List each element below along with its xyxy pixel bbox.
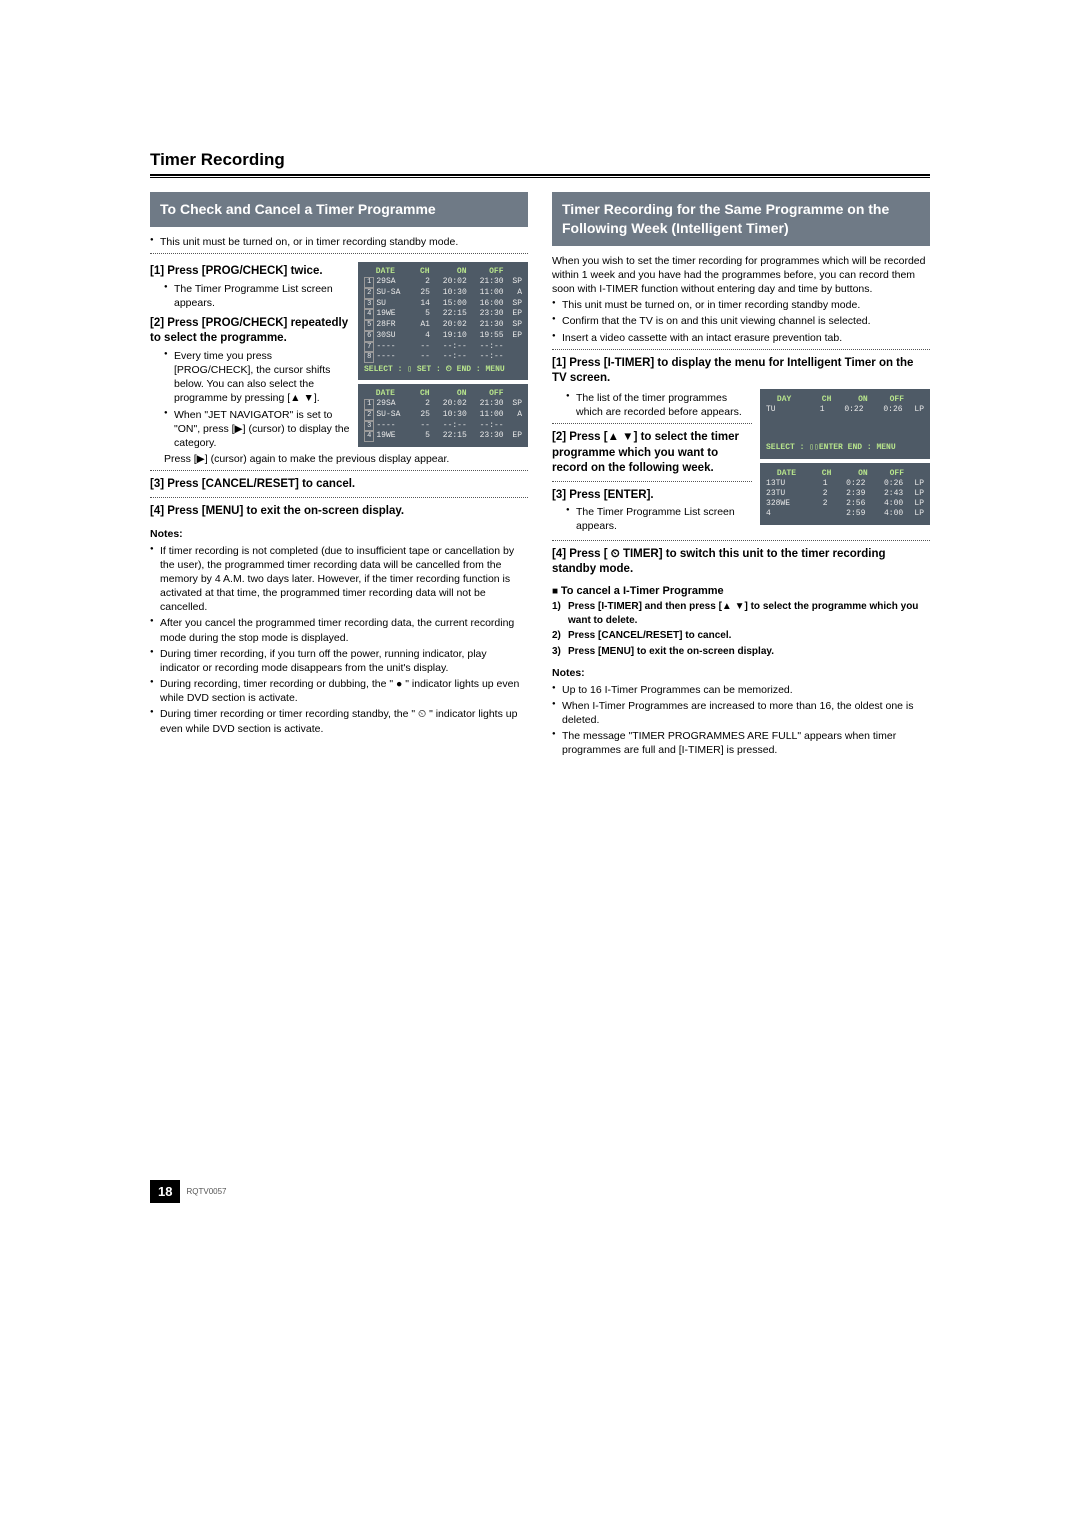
bullet-item: Insert a video cassette with an intact e… <box>552 331 930 345</box>
step-2-note: When "JET NAVIGATOR" is set to "ON", pre… <box>164 408 350 451</box>
step-3-note: The Timer Programme List screen appears. <box>566 505 752 533</box>
cancel-step: 1)Press [I-TIMER] and then press [▲ ▼] t… <box>552 600 930 627</box>
step-3: [3] Press [CANCEL/RESET] to cancel. <box>150 477 528 493</box>
note-item: When I-Timer Programmes are increased to… <box>552 699 930 727</box>
divider <box>150 253 528 254</box>
note-item: If timer recording is not completed (due… <box>150 544 528 615</box>
note-item: During recording, timer recording or dub… <box>150 677 528 705</box>
divider <box>552 481 752 482</box>
page-footer: 18 RQTV0057 <box>150 1180 930 1203</box>
step-2: [2] Press [PROG/CHECK] repeatedly to sel… <box>150 316 350 347</box>
notes-heading: Notes: <box>150 527 528 541</box>
step-4: [4] Press [MENU] to exit the on-screen d… <box>150 504 528 520</box>
page-number: 18 <box>150 1180 180 1203</box>
divider <box>150 174 930 178</box>
doc-code: RQTV0057 <box>186 1187 226 1196</box>
step-4: [4] Press [ ⏲ TIMER] to switch this unit… <box>552 547 930 578</box>
cancel-step: 2)Press [CANCEL/RESET] to cancel. <box>552 629 930 643</box>
osd-screen-top: DAYCHONOFF TU10:220:26LPSELECT : ▯▯ENTER… <box>760 389 930 459</box>
intro-text: When you wish to set the timer recording… <box>552 254 930 297</box>
step-1: [1] Press [PROG/CHECK] twice. <box>150 264 350 280</box>
note-item: After you cancel the programmed timer re… <box>150 616 528 644</box>
cancel-heading: To cancel a I-Timer Programme <box>552 584 930 599</box>
divider <box>150 470 528 471</box>
bullet-item: This unit must be turned on, or in timer… <box>552 298 930 312</box>
notes-list: If timer recording is not completed (due… <box>150 544 528 736</box>
osd-screen-2: DATECHONOFF129SA220:0221:30SP2SU-SA2510:… <box>358 384 528 447</box>
divider <box>552 540 930 541</box>
notes-list: Up to 16 I-Timer Programmes can be memor… <box>552 683 930 758</box>
note-item: Up to 16 I-Timer Programmes can be memor… <box>552 683 930 697</box>
bullet-item: Confirm that the TV is on and this unit … <box>552 314 930 328</box>
step-3: [3] Press [ENTER]. <box>552 488 752 504</box>
intro-bullets: This unit must be turned on, or in timer… <box>552 298 930 345</box>
note-item: During timer recording, if you turn off … <box>150 647 528 675</box>
left-column: To Check and Cancel a Timer Programme Th… <box>150 192 528 760</box>
note-item: During timer recording or timer recordin… <box>150 707 528 735</box>
cancel-step: 3)Press [MENU] to exit the on-screen dis… <box>552 645 930 659</box>
cancel-steps: 1)Press [I-TIMER] and then press [▲ ▼] t… <box>552 600 930 658</box>
step-2-note: Every time you press [PROG/CHECK], the c… <box>164 349 350 406</box>
section-title-right: Timer Recording for the Same Programme o… <box>552 192 930 246</box>
step-1-note: The list of the timer programmes which a… <box>566 391 752 419</box>
divider <box>552 349 930 350</box>
divider <box>552 423 752 424</box>
divider <box>150 497 528 498</box>
step-2-note: Press [▶] (cursor) again to make the pre… <box>164 452 528 466</box>
page-title: Timer Recording <box>150 150 930 170</box>
right-column: Timer Recording for the Same Programme o… <box>552 192 930 760</box>
osd-screen-bottom: DATECHONOFF1 3TU10:220:26LP2 3TU22:392:4… <box>760 463 930 525</box>
step-2: [2] Press [▲ ▼] to select the timer prog… <box>552 430 752 477</box>
step-1: [1] Press [I-TIMER] to display the menu … <box>552 356 930 387</box>
section-title-left: To Check and Cancel a Timer Programme <box>150 192 528 227</box>
osd-screen-1: DATECHONOFF129SA220:0221:30SP2SU-SA2510:… <box>358 262 528 380</box>
notes-heading: Notes: <box>552 666 930 680</box>
note-item: The message "TIMER PROGRAMMES ARE FULL" … <box>552 729 930 757</box>
step-1-note: The Timer Programme List screen appears. <box>164 282 350 310</box>
intro-text: This unit must be turned on, or in timer… <box>150 235 528 249</box>
